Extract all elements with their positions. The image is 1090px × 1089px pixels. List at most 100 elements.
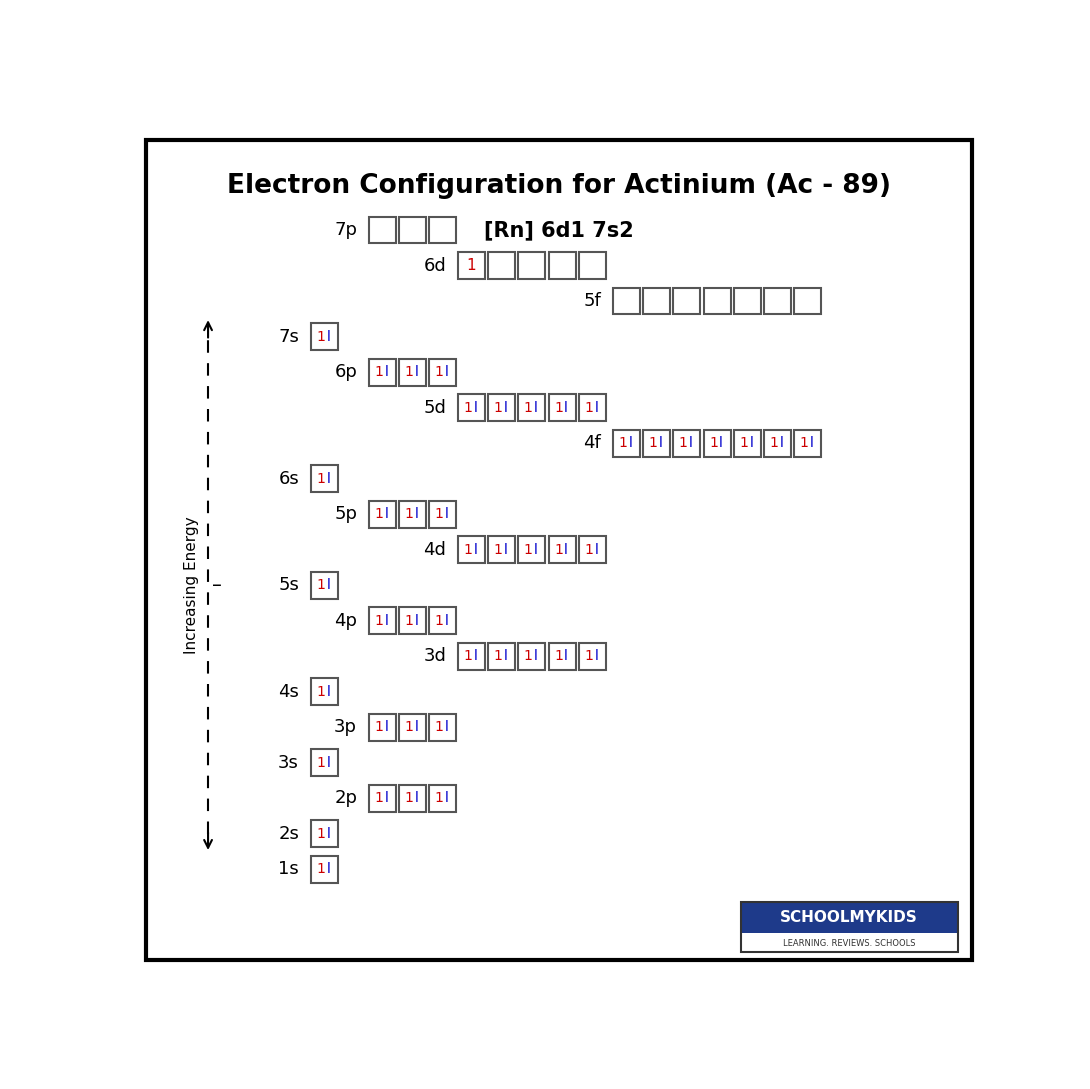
Text: 1: 1 bbox=[374, 791, 384, 805]
Bar bbox=[311, 856, 338, 882]
Bar bbox=[519, 394, 545, 421]
Bar bbox=[458, 252, 485, 279]
Text: 1: 1 bbox=[710, 436, 718, 450]
Text: 3p: 3p bbox=[335, 718, 358, 736]
Bar bbox=[703, 287, 730, 315]
Bar bbox=[399, 358, 426, 386]
Text: l: l bbox=[385, 613, 388, 627]
Text: l: l bbox=[326, 827, 330, 841]
Bar bbox=[429, 358, 457, 386]
Text: 1: 1 bbox=[554, 401, 564, 415]
Text: 1: 1 bbox=[463, 401, 472, 415]
Bar bbox=[458, 643, 485, 670]
Text: l: l bbox=[385, 720, 388, 734]
Bar bbox=[311, 820, 338, 847]
Text: 1: 1 bbox=[679, 436, 688, 450]
Text: 1: 1 bbox=[374, 365, 384, 379]
Bar bbox=[548, 394, 576, 421]
Text: 1: 1 bbox=[494, 649, 502, 663]
Bar bbox=[368, 607, 396, 634]
Bar bbox=[548, 536, 576, 563]
Text: 1: 1 bbox=[649, 436, 657, 450]
Text: 1: 1 bbox=[374, 507, 384, 521]
Text: l: l bbox=[445, 365, 449, 379]
Text: l: l bbox=[326, 862, 330, 877]
Bar bbox=[399, 501, 426, 527]
Bar bbox=[368, 713, 396, 741]
Text: [Rn] 6d1 7s2: [Rn] 6d1 7s2 bbox=[484, 221, 633, 241]
Text: l: l bbox=[594, 401, 598, 415]
Bar bbox=[311, 749, 338, 776]
Text: l: l bbox=[326, 756, 330, 770]
Text: 1: 1 bbox=[316, 862, 325, 877]
Text: 1: 1 bbox=[800, 436, 809, 450]
Bar bbox=[741, 933, 958, 952]
Bar bbox=[734, 287, 761, 315]
Text: 5p: 5p bbox=[335, 505, 358, 523]
Text: 7s: 7s bbox=[278, 328, 299, 345]
Bar bbox=[548, 252, 576, 279]
Text: l: l bbox=[594, 649, 598, 663]
Text: l: l bbox=[534, 542, 537, 556]
Bar bbox=[519, 252, 545, 279]
Text: 1: 1 bbox=[374, 720, 384, 734]
Text: l: l bbox=[594, 542, 598, 556]
Text: 1: 1 bbox=[435, 720, 444, 734]
Text: 3d: 3d bbox=[423, 647, 446, 665]
Text: 6d: 6d bbox=[424, 257, 446, 274]
Bar bbox=[519, 643, 545, 670]
Text: l: l bbox=[565, 542, 568, 556]
Text: l: l bbox=[445, 613, 449, 627]
Text: 4s: 4s bbox=[278, 683, 299, 700]
Text: l: l bbox=[326, 685, 330, 698]
Bar bbox=[311, 678, 338, 705]
Bar bbox=[674, 287, 701, 315]
Text: 4p: 4p bbox=[335, 612, 358, 629]
Bar bbox=[311, 572, 338, 599]
Text: l: l bbox=[473, 401, 477, 415]
Text: 1: 1 bbox=[618, 436, 628, 450]
Text: l: l bbox=[445, 791, 449, 805]
Text: 1: 1 bbox=[584, 542, 593, 556]
Bar bbox=[488, 394, 516, 421]
Text: 4f: 4f bbox=[583, 435, 602, 452]
Text: 1: 1 bbox=[494, 542, 502, 556]
Text: l: l bbox=[414, 791, 419, 805]
Text: l: l bbox=[779, 436, 784, 450]
Text: 1: 1 bbox=[524, 542, 533, 556]
Text: 7p: 7p bbox=[335, 221, 358, 238]
Text: 1: 1 bbox=[316, 330, 325, 343]
Text: 1: 1 bbox=[524, 649, 533, 663]
Bar bbox=[311, 323, 338, 350]
Bar bbox=[643, 429, 670, 456]
Text: 2s: 2s bbox=[278, 824, 299, 843]
Text: 1: 1 bbox=[435, 365, 444, 379]
Bar bbox=[579, 252, 606, 279]
Text: l: l bbox=[534, 649, 537, 663]
Text: l: l bbox=[473, 649, 477, 663]
Text: 1: 1 bbox=[739, 436, 748, 450]
Bar bbox=[429, 713, 457, 741]
Text: LEARNING. REVIEWS. SCHOOLS: LEARNING. REVIEWS. SCHOOLS bbox=[783, 939, 916, 947]
Text: l: l bbox=[534, 401, 537, 415]
Bar bbox=[548, 643, 576, 670]
Text: Increasing Energy: Increasing Energy bbox=[183, 516, 198, 653]
Bar bbox=[764, 429, 791, 456]
Bar bbox=[458, 536, 485, 563]
Text: 1: 1 bbox=[316, 472, 325, 486]
Bar bbox=[399, 784, 426, 811]
Bar bbox=[613, 429, 640, 456]
Text: 1: 1 bbox=[316, 827, 325, 841]
Text: 1: 1 bbox=[404, 613, 413, 627]
Text: l: l bbox=[565, 649, 568, 663]
Text: l: l bbox=[629, 436, 632, 450]
Text: l: l bbox=[445, 507, 449, 521]
Text: l: l bbox=[504, 401, 508, 415]
Bar bbox=[399, 607, 426, 634]
Bar bbox=[795, 429, 822, 456]
Text: 1: 1 bbox=[404, 720, 413, 734]
Text: 1: 1 bbox=[554, 542, 564, 556]
Bar bbox=[458, 394, 485, 421]
Bar bbox=[734, 429, 761, 456]
Text: 5d: 5d bbox=[423, 399, 446, 416]
